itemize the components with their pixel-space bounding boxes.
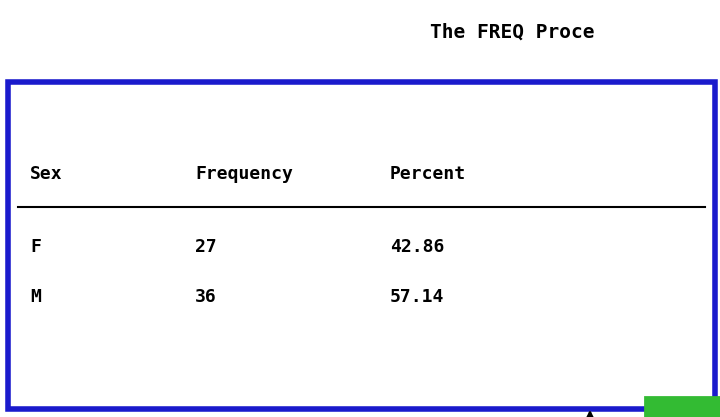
Text: Frequency: Frequency bbox=[195, 165, 293, 183]
Text: Percent: Percent bbox=[390, 165, 466, 183]
Text: Sex: Sex bbox=[30, 165, 63, 183]
Text: 42.86: 42.86 bbox=[390, 238, 444, 256]
Text: The FREQ Proce: The FREQ Proce bbox=[430, 23, 595, 42]
Bar bbox=[645, 397, 720, 417]
Bar bbox=[8, 82, 715, 409]
Text: 27: 27 bbox=[195, 238, 217, 256]
Text: 57.14: 57.14 bbox=[390, 288, 444, 306]
Text: 36: 36 bbox=[195, 288, 217, 306]
Text: F: F bbox=[30, 238, 41, 256]
Text: M: M bbox=[30, 288, 41, 306]
